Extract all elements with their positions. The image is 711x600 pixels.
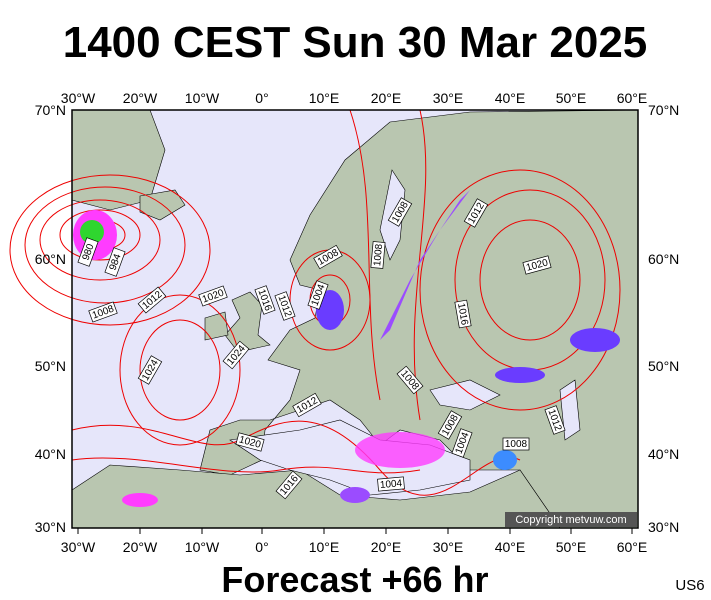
longitude-label-bottom: 10°E	[309, 539, 340, 555]
isobar-label-box	[222, 340, 250, 370]
longitude-label-top: 30°W	[61, 90, 96, 106]
isobar-label-text: 1016	[455, 302, 470, 326]
isobar-label-box	[88, 301, 118, 323]
isobar-label-box	[254, 285, 276, 315]
precipitation	[73, 190, 620, 507]
isobar-label: 1004	[377, 476, 405, 492]
latitude-label-left: 60°N	[35, 251, 66, 267]
isobar-label-box	[396, 365, 424, 395]
isobar-label-box	[307, 280, 329, 310]
isobar-label-box	[454, 299, 472, 329]
isobar-label-box	[274, 291, 296, 321]
isobar-label-box	[451, 428, 473, 458]
isobars	[9, 109, 621, 496]
latitude-label-right: 40°N	[648, 446, 679, 462]
isobar-label-box	[502, 437, 530, 451]
isobar-label: 1016	[454, 299, 472, 329]
isobar-label-box	[235, 432, 265, 452]
longitude-label-bottom: 20°E	[371, 539, 402, 555]
longitude-label-bottom: 60°E	[617, 539, 648, 555]
isobar-label-box	[463, 198, 489, 228]
longitude-label-top: 0°	[255, 90, 268, 106]
latitude-label-left: 50°N	[35, 358, 66, 374]
isobar-label-box	[370, 241, 386, 269]
isobar-label-box	[377, 476, 405, 492]
isobar-label-box	[77, 237, 99, 267]
map-title: 1400 CEST Sun 30 Mar 2025	[63, 18, 648, 67]
isobar-label-text: 1008	[372, 243, 385, 267]
isobar-label-box	[137, 286, 167, 314]
longitude-label-bottom: 20°W	[123, 539, 158, 555]
isobar-label-box	[437, 410, 463, 440]
longitude-label-bottom: 50°E	[556, 539, 587, 555]
isobar-label-box	[104, 247, 126, 277]
longitude-label-top: 10°W	[185, 90, 220, 106]
isobar-label: 1020	[235, 432, 265, 452]
latitude-label-left: 70°N	[35, 102, 66, 118]
copyright: Copyright metvuw.com	[515, 514, 626, 526]
longitude-label-top: 40°E	[495, 90, 526, 106]
isobar-label: 1008	[502, 437, 530, 451]
map-frame	[71, 109, 639, 529]
latitude-label-right: 30°N	[648, 519, 679, 535]
isobar-label-box	[387, 197, 413, 227]
longitude-label-bottom: 30°W	[61, 539, 96, 555]
isobar-label-box	[198, 285, 228, 307]
latitude-label-left: 30°N	[35, 519, 66, 535]
isobar-label-text: 1008	[505, 439, 528, 450]
isobar-label-box	[137, 355, 163, 385]
product-code: US6	[675, 577, 704, 594]
isobar-label: 1008	[370, 241, 386, 269]
isobar-label-box	[292, 392, 322, 418]
land	[71, 109, 639, 529]
longitude-label-top: 10°E	[309, 90, 340, 106]
longitude-label-top: 20°E	[371, 90, 402, 106]
isobar-label: 984	[104, 247, 126, 277]
isobar-label-text: 1004	[379, 478, 403, 491]
caspian-sea	[559, 379, 581, 441]
latitude-label-right: 70°N	[648, 102, 679, 118]
longitude-label-top: 50°E	[556, 90, 587, 106]
longitude-label-bottom: 0°	[255, 539, 268, 555]
longitude-label-top: 30°E	[433, 90, 464, 106]
longitude-label-bottom: 40°E	[495, 539, 526, 555]
isobar-label-box	[275, 470, 303, 500]
isobar-label-box	[313, 244, 343, 270]
longitude-label-bottom: 10°W	[185, 539, 220, 555]
longitude-label-bottom: 30°E	[433, 539, 464, 555]
isobar-label-box	[522, 255, 552, 275]
forecast-label: Forecast +66 hr	[221, 559, 488, 600]
copyright-box	[505, 512, 637, 527]
latitude-label-right: 50°N	[648, 358, 679, 374]
isobar-label: 1020	[522, 255, 552, 275]
longitude-label-top: 20°W	[123, 90, 158, 106]
latitude-label-left: 40°N	[35, 446, 66, 462]
map-area	[9, 109, 639, 529]
longitude-label-top: 60°E	[617, 90, 648, 106]
latitude-label-right: 60°N	[648, 251, 679, 267]
isobar-label-box	[544, 405, 566, 435]
mediterranean-sea	[229, 419, 471, 496]
isobar-label: 980	[77, 237, 99, 267]
